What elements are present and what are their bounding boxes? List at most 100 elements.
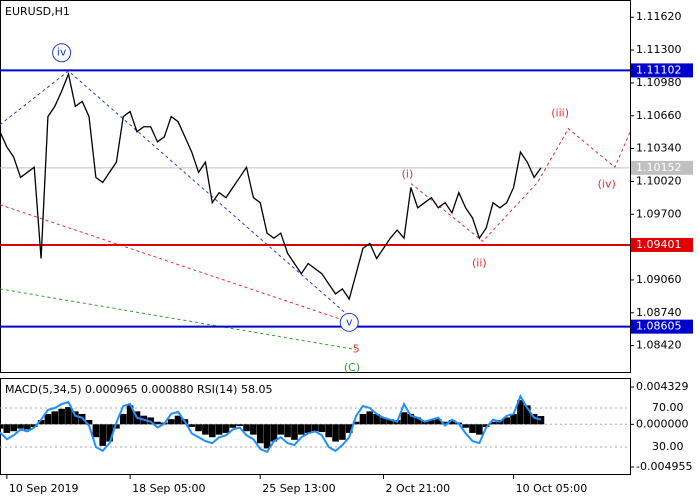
level-label: 1.08605 — [636, 320, 682, 333]
macd-bar — [174, 415, 182, 425]
level-label-box — [631, 319, 693, 334]
macd-bar — [489, 421, 497, 425]
macd-bar — [195, 424, 202, 432]
macd-bar — [359, 413, 367, 425]
wave-line — [410, 127, 631, 242]
macd-bar — [291, 424, 298, 440]
macd-bar — [462, 424, 469, 428]
wave-label: v — [346, 315, 353, 328]
macd-bar — [222, 424, 230, 433]
macd-bar — [30, 424, 38, 427]
macd-bar — [380, 417, 387, 425]
macd-bar — [325, 424, 332, 438]
y-tick-label: 1.11300 — [636, 43, 682, 56]
y-tick-label: 1.11620 — [636, 10, 682, 23]
y-tick-label: 1.10660 — [636, 109, 682, 122]
macd-bar — [208, 424, 216, 438]
macd-bar — [339, 424, 346, 440]
macd-bar — [188, 424, 196, 427]
y2-tick-label: 70.00 — [652, 401, 684, 414]
wave-circle — [52, 43, 72, 63]
macd-bar — [352, 421, 360, 425]
level-label-box — [631, 237, 693, 252]
macd-bar — [332, 424, 339, 442]
y-tick-label: 1.08420 — [636, 339, 682, 352]
macd-bar — [298, 424, 305, 435]
y2-tick-label: 30.00 — [652, 440, 684, 453]
y-tick-label: -0.004955 — [636, 460, 692, 473]
macd-bar — [304, 424, 312, 433]
macd-bar — [523, 405, 531, 425]
macd-bar — [51, 411, 59, 425]
price-frame — [0, 0, 631, 373]
wave-label: (ii) — [472, 257, 487, 270]
indicator-title: MACD(5,34,5) 0.000965 0.000880 RSI(14) 5… — [5, 383, 272, 396]
macd-bar — [17, 424, 24, 429]
macd-bar — [345, 424, 353, 433]
macd-bar — [503, 417, 511, 425]
y-tick-label: 1.10020 — [636, 174, 682, 187]
macd-bar — [270, 424, 278, 442]
macd-bar — [366, 411, 374, 425]
y-tick-label: 1.08740 — [636, 306, 682, 319]
macd-bar — [318, 424, 326, 433]
macd-bar — [215, 424, 223, 435]
wave-label: 5 — [353, 343, 360, 356]
macd-bar — [476, 424, 483, 435]
macd-bar — [414, 417, 422, 425]
y-tick-label: 1.09700 — [636, 207, 682, 220]
y-tick-label: 0.004329 — [636, 380, 689, 393]
macd-bar — [256, 424, 264, 444]
macd-bar — [469, 424, 476, 433]
macd-bar — [24, 424, 31, 430]
x-tick-label: 25 Sep 13:00 — [262, 482, 335, 495]
level-label: 1.09401 — [636, 238, 682, 251]
macd-bar — [387, 419, 394, 425]
macd-bar — [65, 407, 72, 425]
macd-bar — [10, 424, 17, 432]
macd-bar — [37, 419, 45, 425]
y-tick-label: 1.10980 — [636, 76, 682, 89]
level-label-box — [631, 160, 693, 175]
macd-bar — [434, 419, 442, 425]
macd-bar — [126, 405, 134, 425]
macd-bar — [263, 424, 271, 449]
x-tick-label: 18 Sep 05:00 — [132, 482, 205, 495]
level-label-box — [631, 63, 693, 78]
macd-bar — [113, 424, 120, 429]
macd-bar — [311, 424, 319, 432]
macd-bar — [3, 424, 11, 433]
macd-bar — [277, 424, 285, 435]
macd-bar — [537, 415, 545, 425]
macd-bar — [0, 424, 4, 429]
macd-bar — [119, 413, 127, 425]
macd-bar — [44, 413, 52, 425]
macd-bar — [530, 413, 538, 425]
level-label: 1.11102 — [636, 63, 682, 76]
chart-title: EURUSD,H1 — [5, 5, 70, 18]
wave-line — [0, 204, 357, 325]
macd-bar — [85, 419, 93, 425]
macd-bar — [167, 419, 175, 425]
macd-bar — [229, 424, 237, 428]
wave-label: iv — [57, 46, 67, 59]
wave-label: (iii) — [551, 106, 569, 119]
macd-bar — [284, 424, 291, 438]
level-label: 1.10152 — [636, 161, 682, 174]
wave-circle — [339, 312, 359, 332]
macd-bar — [400, 412, 408, 425]
wave-label: (i) — [402, 167, 414, 180]
macd-bar — [236, 424, 243, 427]
macd-bar — [407, 413, 415, 425]
macd-bar — [510, 413, 517, 425]
y-tick-label: 0.000000 — [636, 417, 689, 430]
y-tick-label: 1.09060 — [636, 273, 682, 286]
macd-bar — [373, 413, 380, 425]
x-tick-label: 10 Sep 2019 — [9, 482, 79, 495]
macd-bar — [154, 421, 161, 425]
macd-bar — [250, 424, 257, 435]
x-tick-label: 10 Oct 05:00 — [516, 482, 588, 495]
wave-line — [0, 288, 357, 351]
macd-bar — [92, 424, 100, 438]
